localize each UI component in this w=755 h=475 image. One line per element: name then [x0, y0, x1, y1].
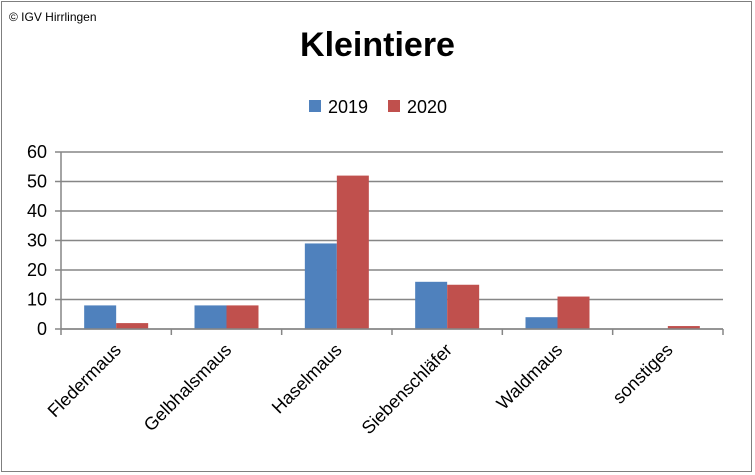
y-tick-label: 30: [27, 231, 47, 251]
bar-2020: [336, 175, 369, 329]
x-category-label: sonstiges: [609, 340, 677, 408]
legend-label-2019: 2019: [328, 97, 368, 117]
legend-swatch-2020: [388, 100, 400, 112]
bar-2019: [304, 243, 337, 329]
y-tick-label: 20: [27, 260, 47, 280]
copyright-notice: © IGV Hirrlingen: [9, 10, 97, 24]
bar-2019: [194, 305, 227, 329]
y-tick-label: 40: [27, 201, 47, 221]
bar-2020: [447, 284, 480, 329]
chart-title: Kleintiere: [300, 26, 455, 64]
bar-2020: [667, 326, 700, 329]
bar-2020: [116, 323, 149, 329]
legend-swatch-2019: [309, 100, 321, 112]
x-category-label: Gelbhalsmaus: [140, 340, 236, 436]
x-category-label: Waldmaus: [493, 340, 567, 414]
legend-label-2020: 2020: [407, 97, 447, 117]
bar-2020: [226, 305, 259, 329]
y-tick-label: 50: [27, 172, 47, 192]
x-category-label: Haselmaus: [268, 340, 346, 418]
x-category-label: Fledermaus: [44, 340, 125, 421]
x-category-label: Siebenschläfer: [358, 340, 456, 438]
y-tick-label: 60: [27, 142, 47, 162]
bar-2019: [84, 305, 117, 329]
bar-2019: [415, 281, 448, 329]
y-tick-label: 0: [37, 319, 47, 339]
bar-2020: [557, 296, 590, 329]
bar-2019: [525, 317, 558, 329]
y-tick-label: 10: [27, 290, 47, 310]
